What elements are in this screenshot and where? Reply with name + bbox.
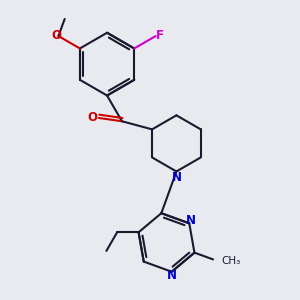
Text: N: N — [186, 214, 196, 227]
Text: N: N — [171, 171, 182, 184]
Text: N: N — [167, 268, 177, 281]
Text: F: F — [156, 29, 164, 42]
Text: O: O — [52, 28, 62, 42]
Text: O: O — [88, 111, 98, 124]
Text: CH₃: CH₃ — [221, 256, 241, 266]
